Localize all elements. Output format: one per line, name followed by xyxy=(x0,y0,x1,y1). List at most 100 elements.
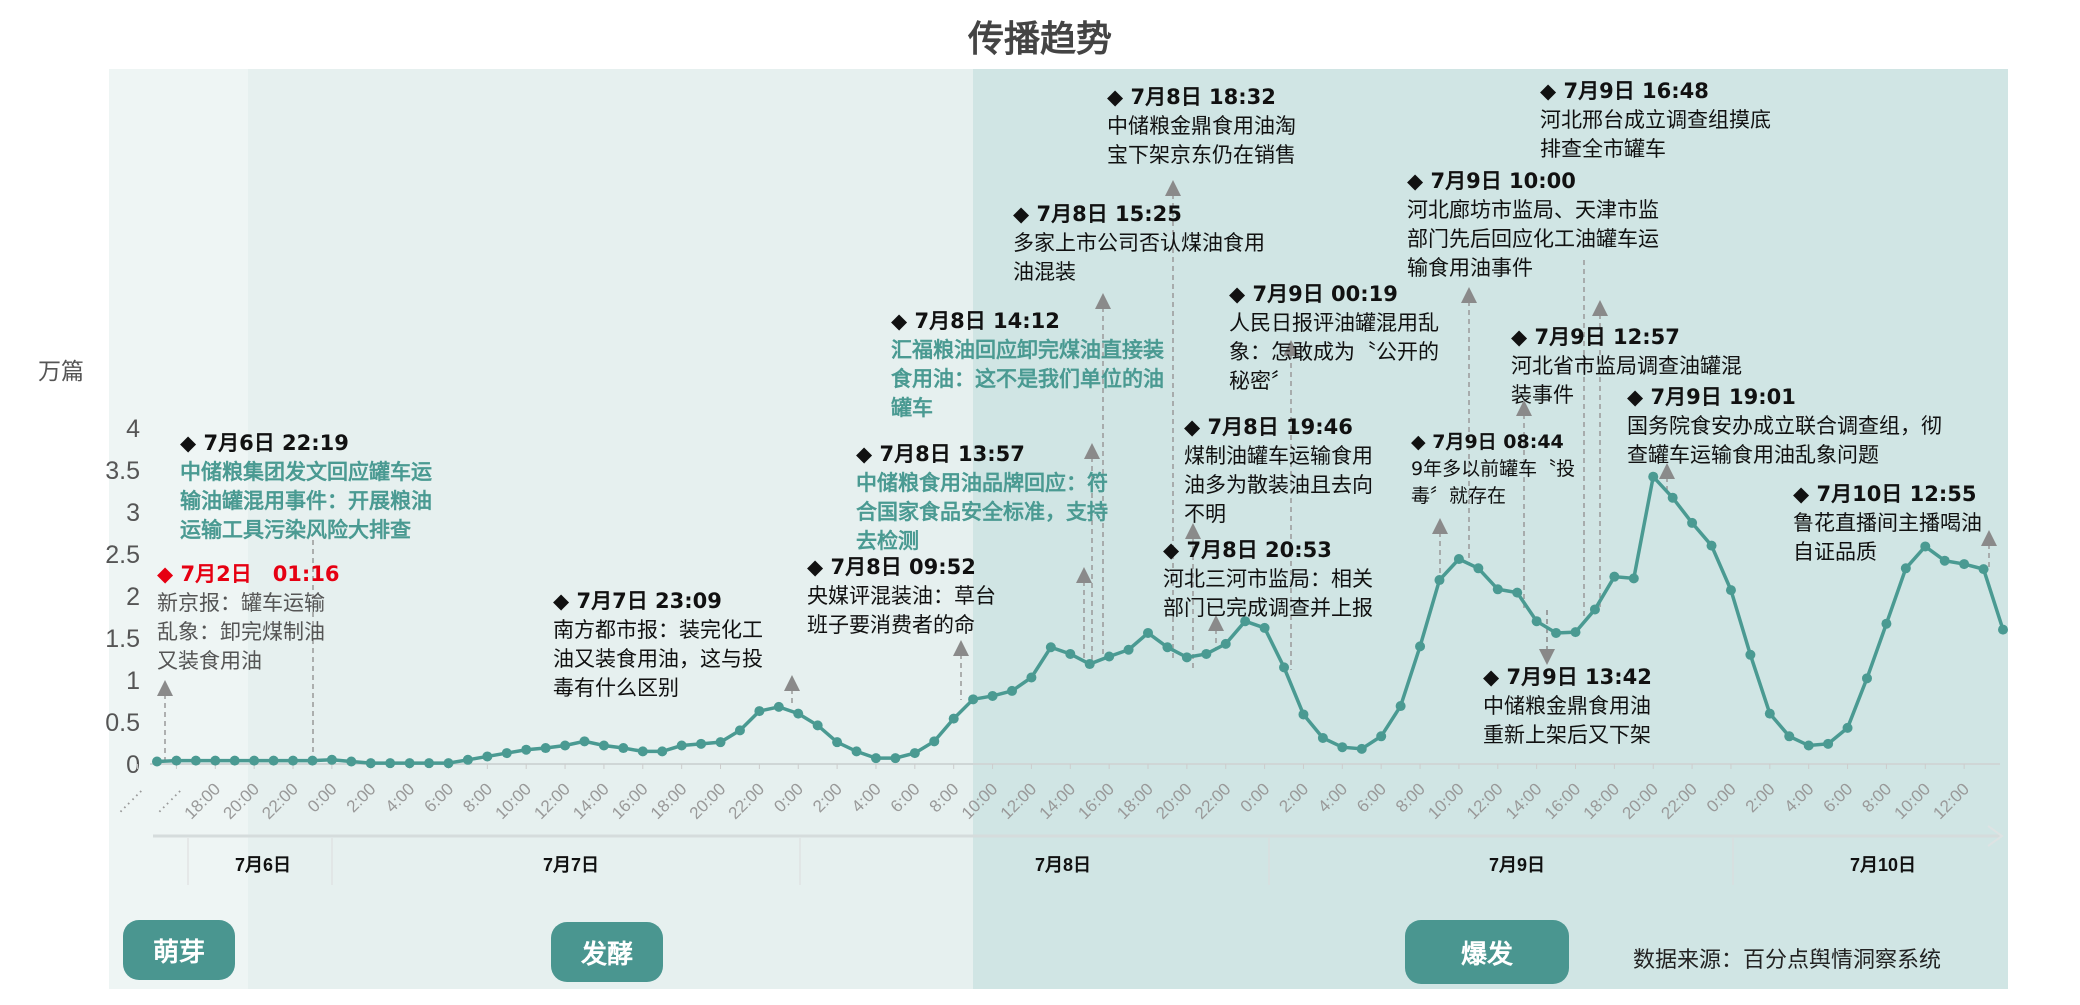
data-point xyxy=(1589,604,1600,615)
y-tick-label: 1 xyxy=(126,667,140,695)
event-text-line: 9年多以前罐车〝投 xyxy=(1411,458,1576,480)
data-point xyxy=(1725,585,1736,596)
stage-burst-button[interactable]: 爆发 xyxy=(1405,920,1569,984)
event-text-line: 油混装 xyxy=(1013,260,1076,284)
event-text-line: 合国家食品安全标准，支持 xyxy=(856,500,1108,524)
data-point xyxy=(1764,708,1775,719)
y-tick-label: 0 xyxy=(126,751,140,779)
event-text-line: 煤制油罐车运输食用 xyxy=(1184,444,1373,468)
stage-sprout-button[interactable]: 萌芽 xyxy=(123,920,235,980)
data-point xyxy=(560,740,571,751)
event-header: ◆ 7月8日 14:12 xyxy=(891,307,1164,336)
data-point xyxy=(1920,541,1931,552)
data-point xyxy=(249,755,260,766)
data-point xyxy=(637,746,648,757)
event-text-line: 象：怎敢成为〝公开的 xyxy=(1229,340,1439,364)
diamond-icon: ◆ xyxy=(1540,79,1564,103)
event-header: ◆ 7月8日 18:32 xyxy=(1107,83,1296,112)
event-text-line: 央媒评混装油：草台 xyxy=(807,584,996,608)
data-point xyxy=(715,737,726,748)
data-point xyxy=(385,758,396,769)
diamond-icon: ◆ xyxy=(1627,385,1651,409)
data-point xyxy=(870,753,881,764)
event-annotation: ◆ 7月8日 15:25 多家上市公司否认煤油食用 油混装 xyxy=(1013,200,1265,287)
data-point xyxy=(1648,471,1659,482)
arrow-up-icon xyxy=(1659,463,1675,479)
event-text-line: 不明 xyxy=(1184,502,1226,526)
arrow-down-icon xyxy=(1539,649,1555,665)
data-point xyxy=(1395,701,1406,712)
stage-ferment-button[interactable]: 发酵 xyxy=(551,922,663,982)
data-point xyxy=(501,748,512,759)
data-point xyxy=(443,758,454,769)
data-point xyxy=(1259,622,1270,633)
diamond-icon: ◆ xyxy=(856,442,880,466)
event-text-line: 重新上架后又下架 xyxy=(1483,723,1651,747)
data-point xyxy=(1045,642,1056,653)
diamond-icon: ◆ xyxy=(807,555,831,579)
event-header: ◆ 7月7日 23:09 xyxy=(553,587,763,616)
event-annotation: ◆ 7月9日 10:00 河北廊坊市监局、天津市监 部门先后回应化工油罐车运 输食用油… xyxy=(1407,167,1659,283)
event-time: 7月8日 18:32 xyxy=(1130,85,1276,109)
event-header: ◆ 7月9日 19:01 xyxy=(1627,383,1942,412)
event-header: ◆ 7月8日 09:52 xyxy=(807,553,996,582)
diamond-icon: ◆ xyxy=(1793,482,1817,506)
date-label: 7月8日 xyxy=(1035,855,1091,875)
date-label: 7月10日 xyxy=(1850,855,1916,875)
event-time: 7月8日 14:12 xyxy=(914,309,1060,333)
event-time: 7月8日 15:25 xyxy=(1036,202,1182,226)
event-header: ◆ 7月9日 08:44 xyxy=(1411,429,1575,456)
event-text-line: 油多为散装油且去向 xyxy=(1184,473,1373,497)
event-header: ◆ 7月6日 22:19 xyxy=(180,429,432,458)
arrow-up-icon xyxy=(1283,340,1299,356)
diamond-icon: ◆ xyxy=(1229,282,1253,306)
data-point xyxy=(1998,624,2008,635)
diamond-icon: ◆ xyxy=(157,562,181,586)
chart-title: 传播趋势 xyxy=(967,19,1112,60)
data-point xyxy=(152,756,162,767)
data-point xyxy=(1201,648,1212,659)
event-text-line: 油又装食用油，这与投 xyxy=(553,647,763,671)
event-text-line: 汇福粮油回应卸完煤油直接装 xyxy=(891,338,1164,362)
event-text-line: 查罐车运输食用油乱象问题 xyxy=(1627,443,1879,467)
data-point xyxy=(1415,641,1426,652)
data-point xyxy=(1026,672,1037,683)
event-time: 7月2日 01:16 xyxy=(180,562,340,586)
data-point xyxy=(1123,644,1134,655)
data-point xyxy=(1434,575,1445,586)
data-point xyxy=(1881,618,1892,629)
event-time: 7月9日 08:44 xyxy=(1432,431,1564,453)
event-header: ◆ 7月2日 01:16 xyxy=(157,560,340,589)
data-point xyxy=(171,755,182,766)
diamond-icon: ◆ xyxy=(180,431,204,455)
data-point xyxy=(1784,731,1795,742)
data-point xyxy=(929,736,940,747)
diamond-icon: ◆ xyxy=(891,309,915,333)
data-point xyxy=(1376,731,1387,742)
data-point xyxy=(773,701,784,712)
arrow-up-icon xyxy=(1592,300,1608,316)
arrow-up-icon xyxy=(157,680,173,696)
event-text-line: 输油罐混用事件：开展粮油 xyxy=(180,489,432,513)
event-annotation: ◆ 7月8日 19:46 煤制油罐车运输食用 油多为散装油且去向 不明 xyxy=(1184,413,1373,529)
data-point xyxy=(1220,638,1231,649)
event-time: 7月10日 12:55 xyxy=(1816,482,1977,506)
event-time: 7月8日 13:57 xyxy=(879,442,1025,466)
event-text-line: 部门先后回应化工油罐车运 xyxy=(1407,227,1659,251)
event-annotation: ◆ 7月9日 19:01 国务院食安办成立联合调查组，彻 查罐车运输食用油乱象问题 xyxy=(1627,383,1942,470)
event-header: ◆ 7月9日 00:19 xyxy=(1229,280,1439,309)
event-annotation: ◆ 7月9日 12:57 河北省市监局调查油罐混 装事件 xyxy=(1511,323,1742,410)
event-header: ◆ 7月8日 20:53 xyxy=(1163,536,1373,565)
event-annotation: ◆ 7月9日 13:42 中储粮金鼎食用油 重新上架后又下架 xyxy=(1483,663,1652,750)
data-point xyxy=(754,706,765,717)
data-point xyxy=(190,755,201,766)
data-point xyxy=(1706,540,1717,551)
event-text-line: 毒有什么区别 xyxy=(553,676,679,700)
data-source: 数据来源：百分点舆情洞察系统 xyxy=(1633,948,1942,973)
data-point xyxy=(1823,738,1834,749)
data-point xyxy=(1453,554,1464,565)
data-point xyxy=(268,755,279,766)
data-point xyxy=(618,743,629,754)
event-annotation: ◆ 7月8日 14:12 汇福粮油回应卸完煤油直接装 食用油：这不是我们单位的油 罐车 xyxy=(891,307,1164,423)
y-tick-label: 2.5 xyxy=(105,541,140,569)
